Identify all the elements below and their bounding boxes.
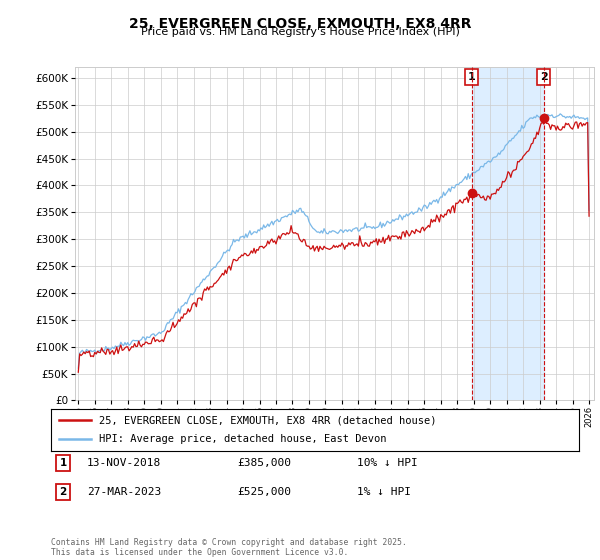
Text: HPI: Average price, detached house, East Devon: HPI: Average price, detached house, East… [98,435,386,445]
Bar [472,67,544,400]
Text: 1: 1 [59,458,67,468]
Text: 10% ↓ HPI: 10% ↓ HPI [357,458,418,468]
Text: 25, EVERGREEN CLOSE, EXMOUTH, EX8 4RR: 25, EVERGREEN CLOSE, EXMOUTH, EX8 4RR [129,17,471,31]
Text: Contains HM Land Registry data © Crown copyright and database right 2025.
This d: Contains HM Land Registry data © Crown c… [51,538,407,557]
Text: 1% ↓ HPI: 1% ↓ HPI [357,487,411,497]
Text: Price paid vs. HM Land Registry's House Price Index (HPI): Price paid vs. HM Land Registry's House … [140,27,460,37]
Text: £525,000: £525,000 [237,487,291,497]
Text: 25, EVERGREEN CLOSE, EXMOUTH, EX8 4RR (detached house): 25, EVERGREEN CLOSE, EXMOUTH, EX8 4RR (d… [98,415,436,425]
Text: 27-MAR-2023: 27-MAR-2023 [87,487,161,497]
Text: 1: 1 [468,72,476,82]
Text: £385,000: £385,000 [237,458,291,468]
Text: 2: 2 [59,487,67,497]
Text: 13-NOV-2018: 13-NOV-2018 [87,458,161,468]
Text: 2: 2 [540,72,547,82]
